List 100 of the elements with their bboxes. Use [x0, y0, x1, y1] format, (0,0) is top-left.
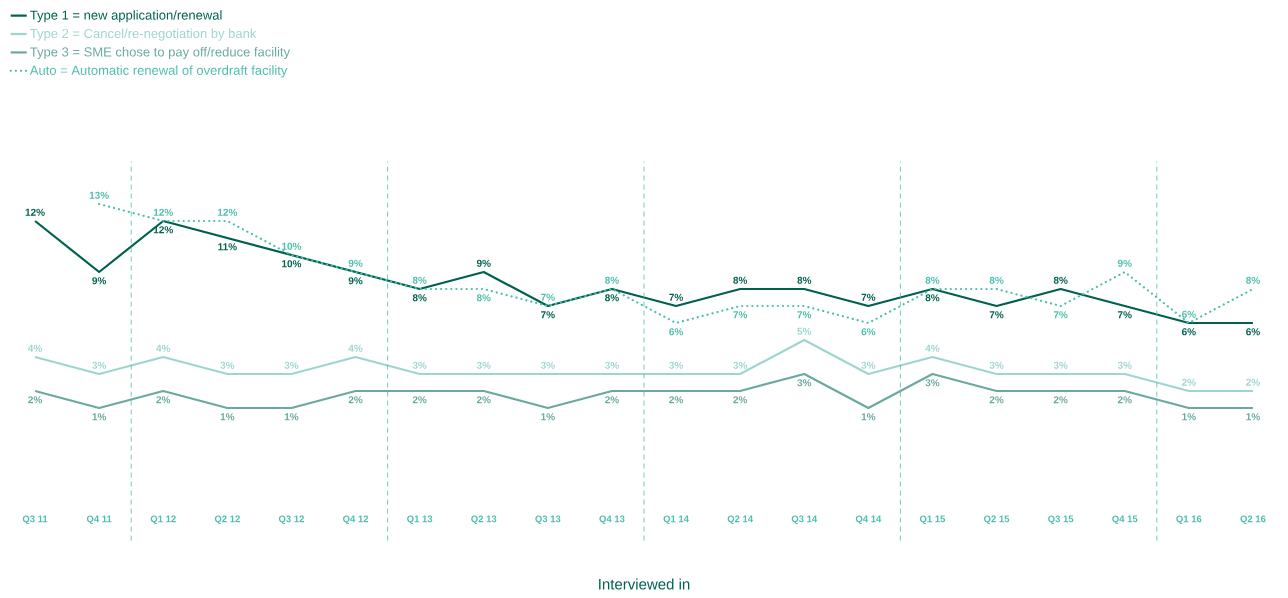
data-label: 5% [797, 327, 812, 335]
data-label: 8% [412, 276, 427, 284]
data-label: 3% [861, 361, 876, 369]
data-label: 1% [92, 413, 107, 421]
data-label: 6% [1246, 328, 1260, 336]
x-tick-label: Q1 12 [150, 515, 176, 525]
data-label: 1% [861, 413, 876, 421]
data-label: 8% [412, 294, 427, 302]
data-label: 4% [156, 344, 171, 352]
x-tick-label: Q1 15 [919, 515, 946, 525]
data-label: 3% [797, 379, 812, 387]
data-label: 3% [284, 361, 299, 369]
data-label: 12% [153, 208, 173, 216]
data-label: 7% [541, 293, 555, 301]
data-label: 6% [669, 328, 684, 336]
data-label: 9% [92, 277, 107, 285]
x-tick-label: Q4 14 [855, 515, 882, 525]
x-tick-label: Q2 12 [214, 515, 240, 525]
data-label: 10% [282, 242, 302, 250]
legend-label: Type 3 = SME chose to pay off/reduce facility [30, 46, 291, 60]
x-tick-label: Q4 15 [1112, 515, 1138, 525]
x-tick-label: Q1 16 [1176, 515, 1202, 525]
data-label: 2% [989, 396, 1004, 404]
x-tick-label: Q4 13 [599, 515, 625, 525]
data-label: 8% [1246, 276, 1260, 284]
legend-label: Type 1 = new application/renewal [30, 10, 222, 23]
data-label: 11% [218, 243, 237, 251]
data-label: 6% [1182, 328, 1196, 336]
legend-label: Auto = Automatic renewal of overdraft facility [29, 65, 288, 78]
data-label: 13% [89, 191, 109, 199]
data-label: 8% [1053, 276, 1068, 284]
data-label: 7% [861, 293, 876, 301]
data-label: 7% [989, 311, 1004, 319]
data-label: 8% [476, 294, 491, 302]
data-label: 10% [282, 260, 302, 268]
data-label: 3% [476, 361, 491, 369]
data-label: 7% [733, 311, 748, 319]
data-label: 9% [476, 259, 491, 267]
data-label: 2% [669, 396, 684, 404]
data-label: 1% [284, 413, 299, 421]
data-label: 1% [541, 413, 555, 421]
data-label: 3% [925, 379, 940, 387]
data-label: 3% [604, 361, 619, 369]
data-label: 9% [1117, 259, 1132, 267]
x-tick-label: Q3 13 [535, 515, 561, 525]
x-tick-label: Q2 16 [1240, 515, 1266, 525]
data-label: 1% [220, 413, 235, 421]
data-label: 3% [1117, 361, 1132, 369]
data-label: 2% [412, 396, 427, 404]
data-label: 3% [989, 361, 1004, 369]
data-label: 3% [92, 361, 107, 369]
data-label: 2% [733, 396, 748, 404]
x-tick-label: Q2 13 [471, 515, 497, 525]
data-label: 8% [797, 276, 812, 284]
data-label: 7% [797, 311, 812, 319]
x-tick-label: Q3 12 [278, 515, 305, 525]
data-label: 3% [669, 361, 684, 369]
x-tick-label: Q2 14 [727, 515, 754, 525]
data-label: 6% [861, 328, 876, 336]
x-tick-label: Q3 11 [22, 515, 48, 525]
data-label: 3% [220, 361, 235, 369]
x-tick-label: Q1 14 [663, 515, 689, 525]
data-label: 8% [733, 276, 748, 284]
data-label: 8% [989, 276, 1004, 284]
data-label: 2% [605, 396, 619, 404]
x-tick-label: Q3 15 [1048, 515, 1074, 525]
data-label: 8% [605, 276, 619, 284]
x-tick-label: Q4 12 [343, 515, 369, 525]
x-tick-label: Q3 14 [791, 515, 818, 525]
x-tick-label: Q2 15 [984, 515, 1010, 525]
data-label: 9% [348, 259, 363, 267]
data-label: 4% [348, 344, 363, 352]
x-axis-title: Interviewed in [599, 578, 690, 590]
data-label: 12% [217, 208, 238, 216]
data-label: 2% [28, 396, 43, 404]
data-label: 2% [476, 396, 491, 404]
data-label: 2% [348, 396, 363, 404]
data-label: 3% [1053, 361, 1068, 369]
data-label: 8% [605, 294, 619, 302]
data-label: 7% [541, 311, 555, 319]
data-label: 6% [1182, 310, 1196, 318]
legend-label: Type 2 = Cancel/re-negotiation by bank [30, 28, 257, 41]
data-label: 3% [412, 361, 427, 369]
data-label: 3% [733, 361, 748, 369]
data-label: 2% [1246, 378, 1260, 386]
data-label: 8% [925, 276, 940, 284]
data-label: 1% [1246, 413, 1260, 421]
data-label: 12% [25, 208, 45, 216]
data-label: 2% [156, 396, 171, 404]
data-label: 7% [1117, 311, 1132, 319]
data-label: 2% [1117, 396, 1132, 404]
data-label: 7% [1053, 311, 1068, 319]
data-label: 4% [925, 344, 940, 352]
data-label: 2% [1053, 396, 1068, 404]
data-label: 9% [348, 277, 363, 285]
x-tick-label: Q1 13 [407, 515, 433, 525]
data-label: 8% [925, 294, 940, 302]
x-tick-label: Q4 11 [86, 515, 112, 525]
data-label: 2% [1181, 378, 1196, 386]
data-label: 3% [540, 361, 555, 369]
